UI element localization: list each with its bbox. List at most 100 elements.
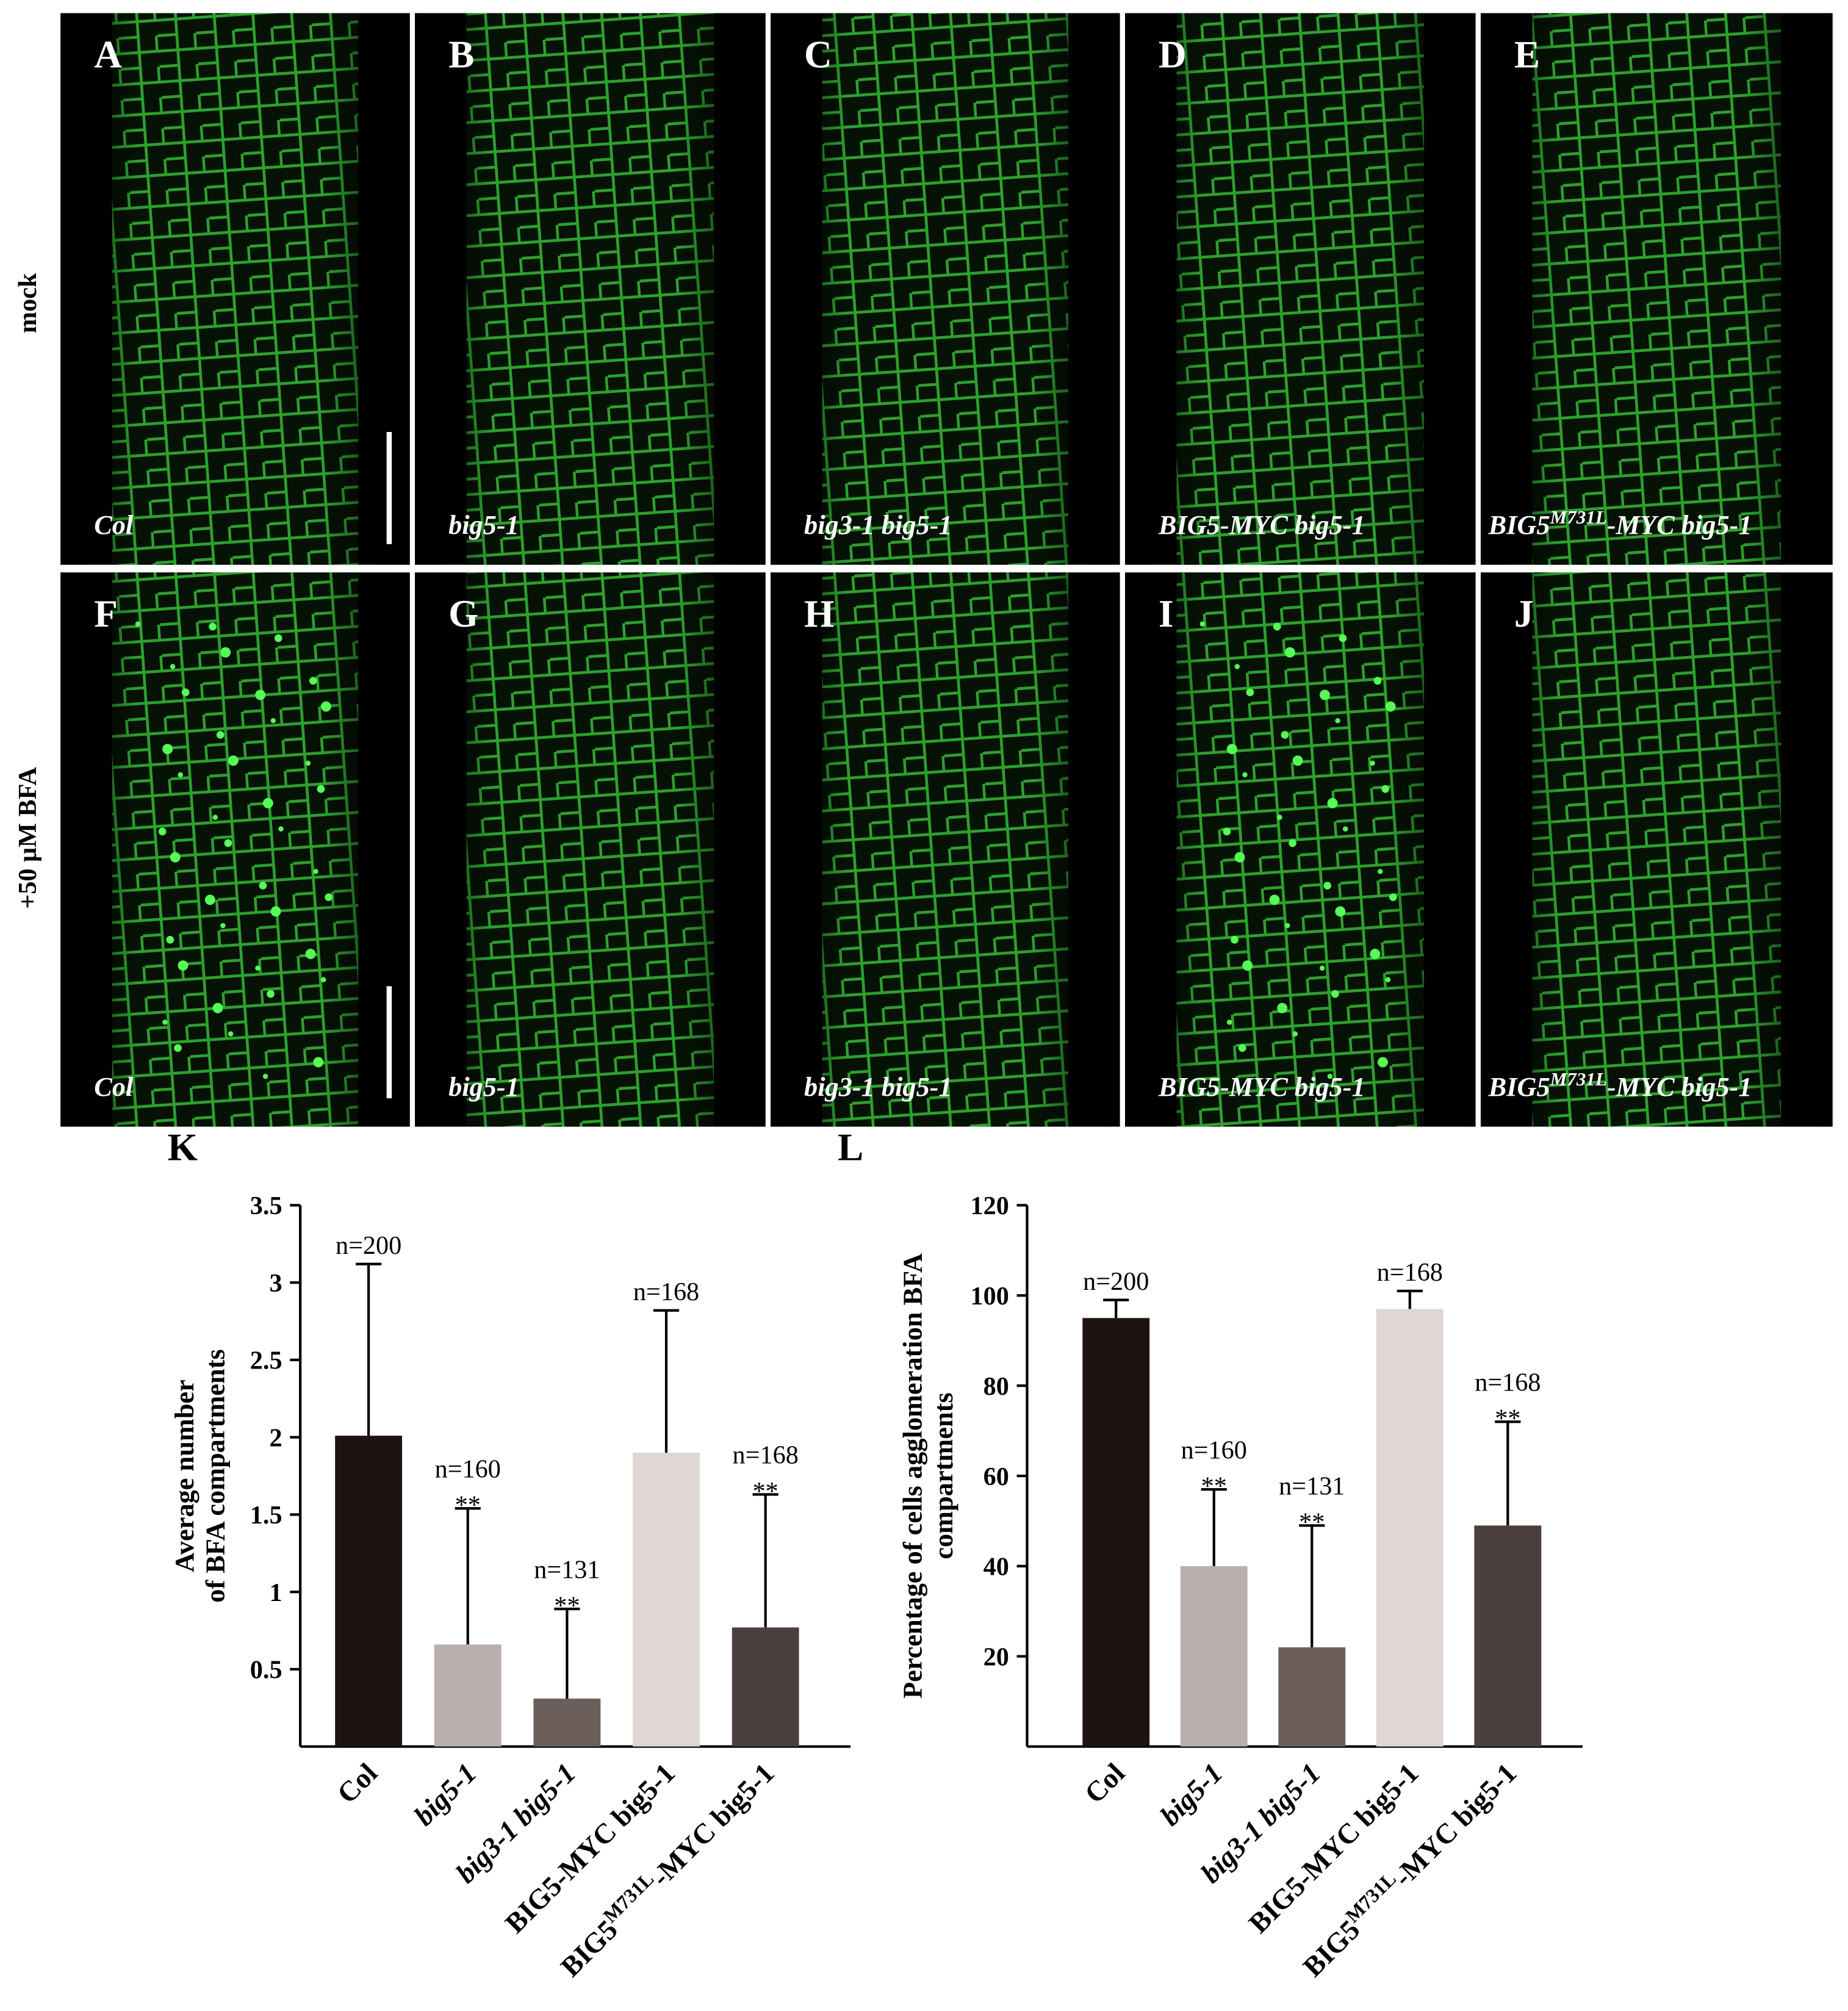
y-tick-label: 80: [983, 1372, 1009, 1401]
bfa-body: [1289, 839, 1296, 847]
panel-letter: L: [838, 1126, 863, 1168]
bfa-body: [135, 621, 141, 627]
bfa-body: [174, 1044, 182, 1052]
bfa-body: [309, 677, 317, 685]
n-annotation: n=200: [1083, 1267, 1149, 1296]
significance: **: [753, 1477, 778, 1506]
bfa-body: [1242, 772, 1248, 778]
vignette: [60, 572, 410, 1127]
y-tick-label: 2.5: [250, 1347, 282, 1375]
bfa-body: [220, 923, 226, 929]
panel-letter: G: [448, 592, 478, 635]
panel-letter: A: [94, 33, 122, 76]
y-tick-label: 100: [971, 1282, 1009, 1311]
label-part: M731L: [1550, 506, 1607, 527]
bfa-body: [1242, 960, 1253, 971]
bfa-body: [317, 785, 325, 793]
label-part: -MYC big5-1: [1607, 509, 1752, 540]
bfa-body: [162, 744, 173, 755]
genotype-label: big5-1: [448, 1071, 519, 1102]
vignette: [415, 13, 766, 565]
bfa-body: [204, 894, 215, 905]
bfa-body: [162, 1020, 168, 1025]
bfa-body: [1234, 664, 1240, 669]
y-tick-label: 1.5: [250, 1501, 282, 1530]
bfa-body: [158, 827, 167, 836]
vignette: [60, 13, 410, 565]
x-tick-label: big5-1: [409, 1758, 483, 1832]
significance: **: [1299, 1508, 1325, 1537]
bfa-body: [1327, 797, 1338, 808]
row-label: +50 μM BFA: [13, 767, 42, 909]
y-tick-label: 120: [971, 1192, 1009, 1220]
bar: [732, 1627, 799, 1747]
bfa-body: [170, 664, 176, 669]
bfa-body: [320, 701, 331, 712]
bfa-body: [1226, 744, 1237, 755]
bar: [434, 1644, 502, 1747]
bfa-body: [212, 815, 218, 820]
genotype-label: big5-1: [448, 509, 519, 540]
bfa-body: [1385, 701, 1396, 712]
panel-letter: F: [94, 592, 118, 635]
bfa-body: [1277, 1002, 1288, 1013]
bfa-body: [1327, 1073, 1333, 1079]
significance: **: [554, 1591, 580, 1620]
x-tick-label: Col: [331, 1758, 383, 1810]
significance: **: [1495, 1405, 1520, 1433]
bfa-body: [1331, 990, 1339, 998]
bfa-body: [209, 622, 217, 631]
micrograph: [771, 13, 1120, 565]
y-axis-title: Average number: [169, 1380, 200, 1572]
label-part: BIG5: [1488, 1071, 1550, 1102]
bfa-body: [220, 647, 231, 658]
bar: [633, 1452, 700, 1747]
row-label: mock: [13, 273, 42, 333]
bfa-body: [270, 718, 276, 724]
bar: [1180, 1566, 1248, 1747]
bar: [1474, 1525, 1542, 1747]
vignette: [415, 572, 766, 1127]
bfa-body: [1373, 677, 1382, 685]
bfa-body: [262, 797, 273, 808]
panel-letter: I: [1159, 592, 1174, 635]
label-part: M731L: [1550, 1068, 1607, 1089]
y-tick-label: 20: [983, 1642, 1009, 1671]
bfa-body: [262, 1073, 268, 1079]
x-tick-label: BIG5-MYC big5-1: [500, 1758, 681, 1940]
y-axis-title: compartments: [928, 1392, 958, 1559]
bfa-body: [224, 839, 232, 847]
x-tick-label: big5-1: [1155, 1758, 1229, 1832]
bfa-body: [1284, 923, 1290, 929]
panel-letter: B: [448, 33, 474, 76]
vignette: [1125, 13, 1476, 565]
genotype-label: big3-1 big5-1: [804, 509, 952, 540]
panel-letter: H: [804, 592, 834, 635]
micrograph: [771, 572, 1120, 1127]
bfa-body: [255, 689, 266, 700]
vignette: [1481, 13, 1833, 565]
bar: [1278, 1647, 1346, 1747]
panel-letter: E: [1514, 33, 1540, 76]
y-axis-title: of BFA compartments: [200, 1349, 231, 1602]
micrograph: [415, 13, 766, 565]
vignette: [1481, 572, 1833, 1127]
genotype-label: BIG5M731L-MYC big5-1: [1488, 506, 1752, 539]
significance: **: [455, 1491, 481, 1520]
n-annotation: n=168: [1475, 1369, 1541, 1397]
bfa-body: [278, 826, 284, 832]
y-tick-label: 3: [269, 1269, 282, 1298]
n-annotation: n=168: [633, 1278, 699, 1306]
bfa-body: [1231, 935, 1239, 944]
bar: [533, 1698, 601, 1747]
bfa-body: [1281, 731, 1289, 739]
panel-letter: D: [1159, 33, 1187, 76]
bfa-body: [1335, 718, 1340, 724]
label-part: BIG5: [1488, 509, 1550, 540]
bfa-body: [1292, 755, 1303, 766]
bfa-body: [1284, 647, 1295, 658]
genotype-label: BIG5M731L-MYC big5-1: [1488, 1068, 1752, 1102]
micrograph: [1125, 572, 1476, 1127]
bfa-body: [1273, 622, 1281, 631]
x-tick-label: BIG5-MYC big5-1: [1243, 1758, 1425, 1940]
